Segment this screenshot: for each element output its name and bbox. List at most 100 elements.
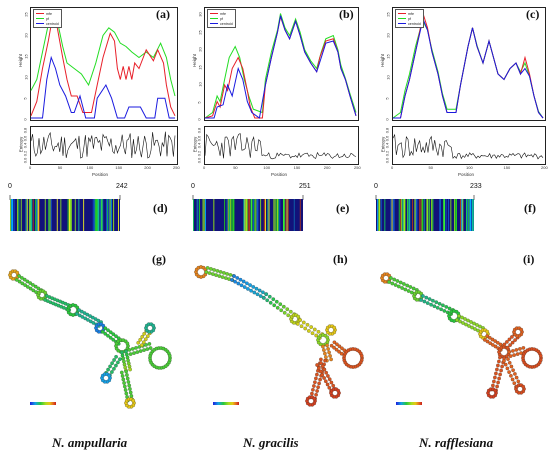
nucleotide (305, 322, 310, 327)
panel-letter-a: (a) (156, 7, 170, 21)
nucleotide (107, 373, 112, 378)
nucleotide (126, 358, 130, 363)
bar-stripe (13, 199, 15, 231)
legend-label: centroid (220, 21, 233, 26)
nucleotide (393, 283, 398, 287)
bar-stripe (260, 199, 262, 231)
nucleotide (17, 279, 22, 284)
nucleotide (319, 361, 323, 365)
bar-end-f: 233 (470, 183, 482, 190)
color-key (30, 402, 56, 405)
nucleotide (331, 383, 336, 388)
nucleotide (275, 305, 280, 310)
nucleotide (406, 289, 411, 293)
legend-item-centroid: centroid (398, 21, 421, 26)
bar-stripe (391, 199, 393, 231)
panel-letter-b: (b) (339, 7, 354, 21)
nucleotide (493, 375, 497, 380)
nucleotide (497, 376, 501, 381)
nucleotide (31, 283, 35, 287)
bar-stripe (245, 199, 248, 231)
bar-stripe (467, 199, 469, 231)
color-bar-e (192, 195, 304, 231)
nucleotide (120, 353, 125, 358)
mfe-swatch (398, 12, 406, 15)
nucleotide (15, 270, 20, 275)
rna-structure-g (8, 269, 172, 409)
nucleotide (295, 322, 300, 326)
bar-stripe (243, 199, 246, 231)
nucleotide (441, 303, 445, 308)
bar-stripe (285, 199, 287, 231)
nucleotide (324, 355, 328, 359)
nucleotide (116, 360, 120, 365)
bar-stripe (18, 199, 20, 231)
nucleotide (323, 358, 327, 363)
entropy-tick-label: 0.8 (196, 127, 202, 134)
legend-label: pf (220, 16, 223, 21)
nucleotide (272, 303, 277, 308)
pf-series-b (204, 13, 357, 119)
bar-stripe (226, 199, 228, 231)
nucleotide (28, 281, 33, 285)
y-tick-label: 25 (197, 29, 203, 35)
nucleotide (310, 331, 315, 336)
panel-e: 0 251 (e) (183, 183, 366, 233)
nucleotide (306, 329, 311, 333)
nucleotide (144, 343, 148, 347)
nucleotide (457, 314, 461, 318)
bar-stripe (30, 199, 33, 231)
nucleotide (400, 286, 404, 290)
bar-stripe (254, 199, 256, 231)
panel-letter-f: (f) (524, 201, 536, 215)
pf-swatch (210, 17, 218, 20)
bar-stripe (96, 199, 99, 231)
legend-b: mfe pf centroid (207, 9, 236, 28)
nucleotide (506, 357, 510, 361)
bar-stripe (92, 199, 94, 231)
nucleotide (316, 385, 320, 390)
bar-stripe (256, 199, 259, 231)
nucleotide (124, 349, 128, 354)
nucleotide (222, 271, 226, 275)
color-bar-d (9, 195, 121, 231)
y-tick-label: 10 (23, 75, 29, 80)
bar-stripe (250, 199, 253, 231)
nucleotide (498, 355, 502, 360)
y-tick-label: 25 (23, 12, 29, 17)
ylabel-height-c: Height (380, 53, 386, 68)
nucleotide (128, 352, 133, 356)
entropy-tick-label: 0.2 (22, 150, 28, 156)
nucleotide (214, 273, 218, 277)
nucleotide (447, 306, 452, 311)
nucleotide (424, 295, 429, 300)
nucleotide (125, 376, 130, 381)
nucleotide (271, 297, 276, 302)
x-tick-label: 100 (466, 165, 473, 170)
nucleotide (286, 313, 291, 318)
bar-stripe (384, 199, 386, 231)
y-tick-label: 20 (385, 33, 391, 38)
bar-start-f: 0 (374, 183, 378, 190)
nucleotide (91, 321, 96, 325)
nucleotide (218, 270, 223, 274)
nucleotide (390, 281, 395, 286)
nucleotide (473, 327, 477, 331)
bar-start-d: 0 (8, 183, 12, 190)
bar-stripe (213, 199, 215, 231)
nucleotide (421, 294, 425, 298)
nucleotide (498, 372, 502, 377)
nucleotide (209, 267, 213, 271)
nucleotide (495, 367, 499, 372)
bar-stripe (460, 199, 462, 231)
nucleotide (108, 335, 113, 340)
nucleotide (442, 309, 447, 313)
nucleotide (325, 343, 329, 348)
nucleotide (461, 321, 465, 325)
nucleotide (329, 380, 334, 385)
nucleotide (142, 348, 146, 352)
nucleotide (142, 331, 147, 336)
bar-stripe (415, 199, 418, 231)
nucleotide (252, 290, 257, 295)
nucleotide (507, 360, 512, 365)
